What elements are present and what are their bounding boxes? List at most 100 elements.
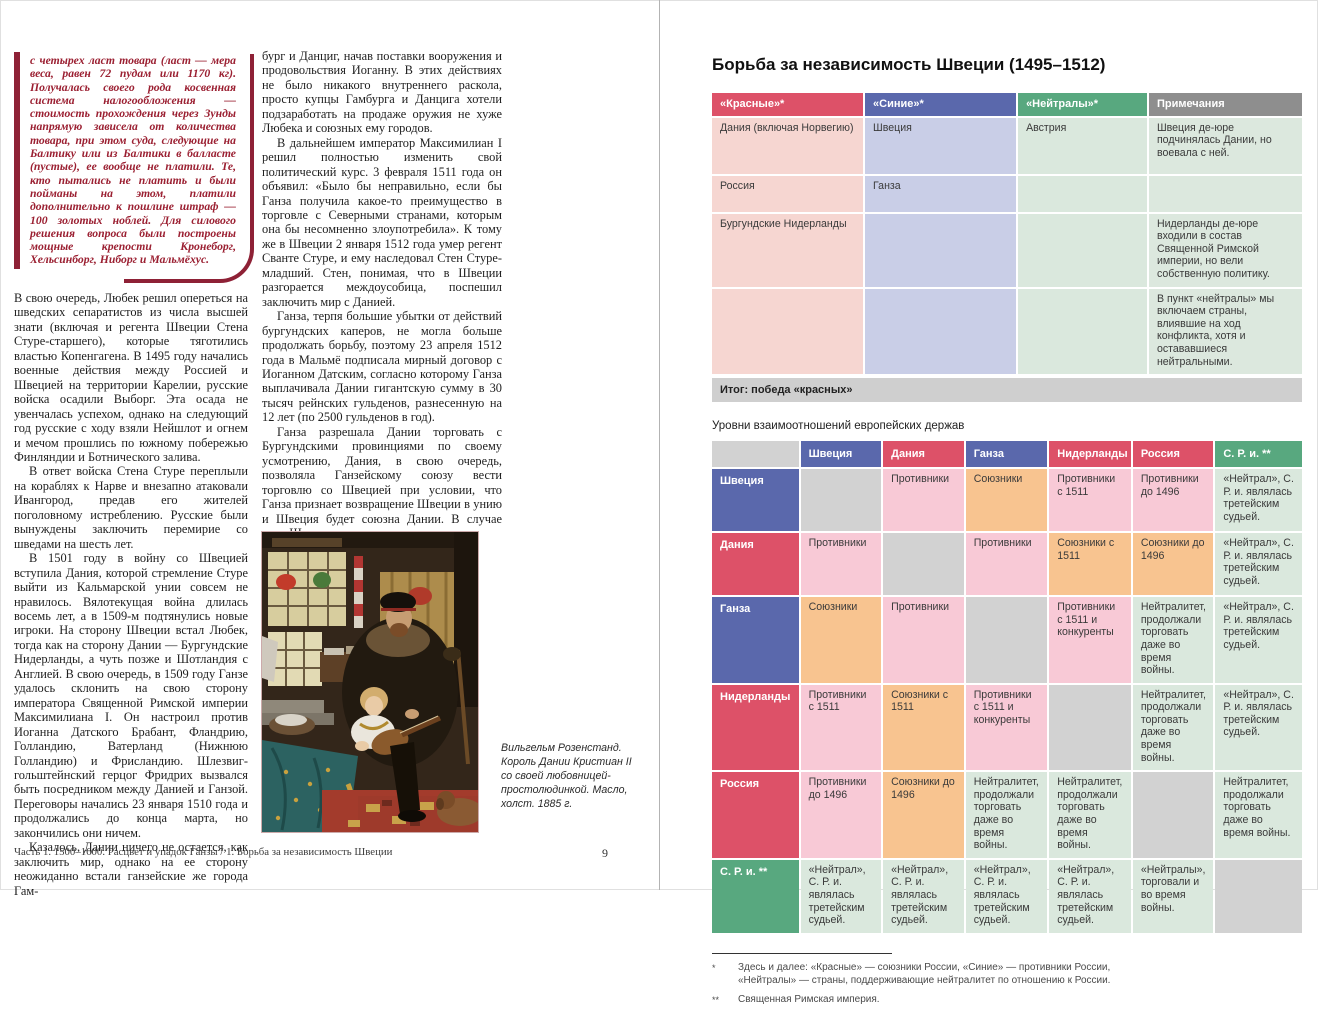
relations-cell: «Нейтрал», С. Р. и. являлась третейским … (1215, 469, 1302, 532)
sides-table-cell (865, 213, 1017, 287)
relations-cell: Нейтралитет, продолжали торговать даже в… (1132, 684, 1214, 771)
sides-table-cell: Австрия (1018, 117, 1147, 174)
relations-row-label: Нидерланды (712, 684, 799, 771)
relations-cell: Союзники (800, 597, 882, 683)
sides-table-cell (712, 288, 864, 375)
relations-cell: Союзники до 1496 (883, 772, 964, 858)
paragraph: Ганза разрешала Дании торговать с Бургун… (262, 424, 502, 540)
relations-header-cell: С. Р. и. ** (1215, 441, 1302, 468)
footnote-mark: ** (712, 994, 720, 1005)
page-left: с четырех ласт товара (ласт — мера веса,… (0, 0, 659, 898)
footnote: ** Священная Римская империя. (712, 993, 1302, 1007)
paragraph: В дальнейшем император Максимилиан I реш… (262, 135, 502, 309)
sides-table-body: Дания (включая Норвегию) Швеция Австрия Шве… (712, 117, 1302, 375)
relations-header-cell (712, 441, 799, 468)
relations-row-label: Швеция (712, 469, 799, 532)
sides-table-cell: Швеция де-юре подчинялась Дании, но воев… (1148, 117, 1302, 174)
footnote-mark: * (712, 962, 716, 973)
boxed-note-frame (124, 54, 254, 283)
relations-header-cell: Дания (883, 441, 964, 468)
footer-left: Часть 1. 1500–1600. Расцвет и упадок Ган… (14, 846, 608, 861)
relations-row: Нидерланды Противники с 1511 Союзники с 15… (712, 684, 1302, 771)
relations-cell: «Нейтрал», С. Р. и. являлась третейским … (800, 859, 882, 933)
relations-cell: «Нейтрал», С. Р. и. являлась третейским … (965, 859, 1048, 933)
right-page-content: Борьба за независимость Швеции (1495–151… (712, 55, 1302, 1013)
relations-header-cell: Ганза (965, 441, 1048, 468)
footnote: * Здесь и далее: «Красные» — союзники Ро… (712, 961, 1302, 987)
relations-cell: Противники до 1496 (800, 772, 882, 858)
page-number-left: 9 (602, 846, 608, 860)
relations-cell: Противники (883, 469, 964, 532)
relations-row: Дания Противники Противники Союзники с 1511… (712, 533, 1302, 596)
painting-caption: Вильгельм Розенстанд. Король Дании Крист… (501, 742, 632, 810)
relations-row: Ганза Союзники Противники Противники с 1511… (712, 597, 1302, 683)
sides-table-row: Бургундские Нидерланды Нидерланды де-юре … (712, 213, 1302, 287)
boxed-note-bar (14, 52, 20, 269)
relations-header-row: Швеция Дания Ганза Нидерланды Россия С. Р. и.… (712, 441, 1302, 468)
sides-table-cell (1148, 175, 1302, 212)
paragraph: В ответ войска Стена Стуре переплыли на … (14, 464, 248, 551)
relations-row: Россия Противники до 1496 Союзники до 1496… (712, 772, 1302, 858)
sides-table-row: Россия Ганза (712, 175, 1302, 212)
relations-row-label: Россия (712, 772, 799, 858)
footnote-rule (712, 952, 892, 954)
relations-cell (1132, 772, 1214, 858)
relations-cell: Нейтралитет, продолжали торговать даже в… (1215, 772, 1302, 858)
relations-cell (883, 533, 964, 596)
relations-cell: Противники (800, 533, 882, 596)
body-column-1: В свою очередь, Любек решил опереться на… (14, 291, 248, 898)
relations-row-label: С. Р. и. ** (712, 859, 799, 933)
painting-image (262, 532, 478, 832)
sides-table-cell: Нидерланды де-юре входили в состав Свяще… (1148, 213, 1302, 287)
relations-header-cell: Нидерланды (1049, 441, 1131, 468)
sides-table-cell (1018, 213, 1147, 287)
paragraph: Ганза, терпя большие убытки от действий … (262, 309, 502, 425)
relations-cell: Противники с 1511 (1049, 469, 1131, 532)
footnotes: * Здесь и далее: «Красные» — союзники Ро… (712, 952, 1302, 1007)
relations-cell: «Нейтрал», С. Р. и. являлась третейским … (1049, 859, 1131, 933)
relations-cell: «Нейтрал», С. Р. и. являлась третейским … (1215, 533, 1302, 596)
relations-row-label: Ганза (712, 597, 799, 683)
relations-cell (1215, 859, 1302, 933)
footnote-text: Здесь и далее: «Красные» — союзники Росс… (738, 961, 1111, 986)
sides-table-header-cell: «Нейтралы»* (1018, 93, 1147, 116)
relations-cell: Противники (965, 533, 1048, 596)
relations-cell: «Нейтрал», С. Р. и. являлась третейским … (1215, 597, 1302, 683)
result-bar: Итог: победа «красных» (712, 378, 1302, 403)
sides-table-cell: Россия (712, 175, 864, 212)
sides-table-header-cell: Примечания (1148, 93, 1302, 116)
relations-cell: Противники с 1511 и конкуренты (1049, 597, 1131, 683)
paragraph: бург и Данциг, начав поставки вооружения… (262, 49, 502, 136)
relations-cell (800, 469, 882, 532)
relations-cell: «Нейтрал», С. Р. и. являлась третейским … (883, 859, 964, 933)
sides-table-header-cell: «Красные»* (712, 93, 864, 116)
relations-cell: Нейтралитет, продолжали торговать даже в… (965, 772, 1048, 858)
relations-header-cell: Россия (1132, 441, 1214, 468)
paragraph: Казалось, Дании ничего не остается, как … (14, 840, 248, 898)
sides-table-header-cell: «Синие»* (865, 93, 1017, 116)
paragraph: В 1501 году в войну со Швецией вступила … (14, 551, 248, 840)
relations-cell: Союзники с 1511 (883, 684, 964, 771)
relations-cell: «Нейтрал», С. Р. и. являлась третейским … (1215, 684, 1302, 771)
page-divider (659, 0, 660, 890)
relations-cell: Противники до 1496 (1132, 469, 1214, 532)
relations-cell: Нейтралитет, продолжали торговать даже в… (1049, 772, 1131, 858)
boxed-note-text: с четырех ласт товара (ласт — мера веса,… (30, 54, 236, 267)
sides-table-row: В пункт «нейтралы» мы включаем страны, в… (712, 288, 1302, 375)
sides-table-cell: Дания (включая Норвегию) (712, 117, 864, 174)
sides-table-cell (865, 288, 1017, 375)
relations-cell: «Нейтралы», торговали и во время войны. (1132, 859, 1214, 933)
relations-row: Швеция Противники Союзники Противники с 151… (712, 469, 1302, 532)
relations-cell: Нейтралитет, продолжали торговать даже в… (1132, 597, 1214, 683)
paragraph: В свою очередь, Любек решил опереться на… (14, 291, 248, 464)
sides-table-cell: Швеция (865, 117, 1017, 174)
sides-table-cell (1018, 288, 1147, 375)
relations-cell: Союзники (965, 469, 1048, 532)
relations-cell: Противники (883, 597, 964, 683)
painting (262, 532, 478, 832)
relations-cell: Союзники до 1496 (1132, 533, 1214, 596)
body-column-2: бург и Данциг, начав поставки вооружения… (262, 49, 502, 540)
relations-caption: Уровни взаимоотношений европейских держа… (712, 420, 965, 433)
relations-cell: Противники с 1511 и конкуренты (965, 684, 1048, 771)
relations-cell (1049, 684, 1131, 771)
